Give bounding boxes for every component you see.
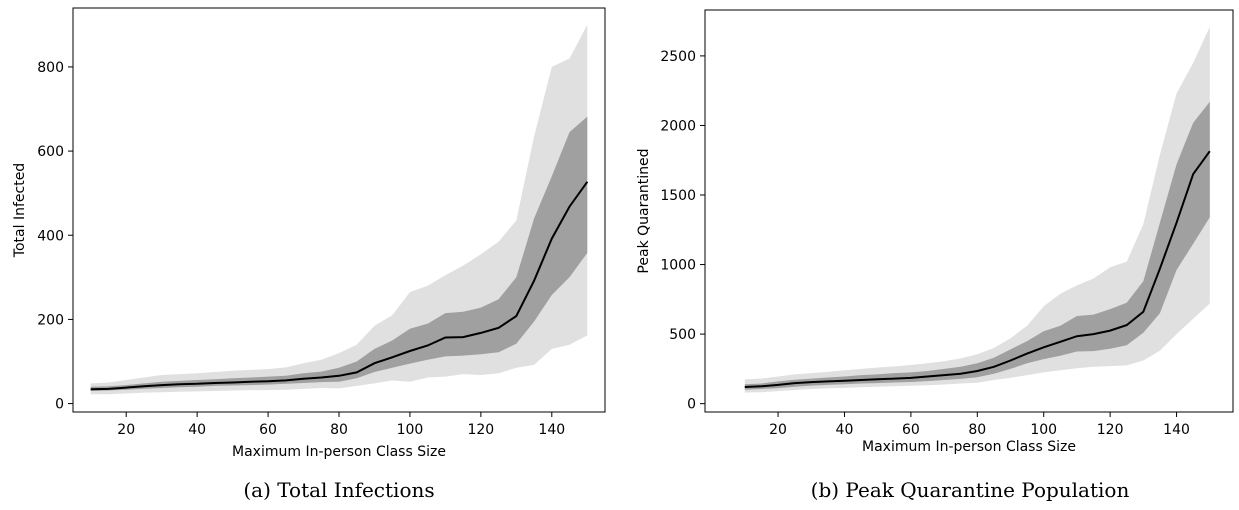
x-axis-label: Maximum In-person Class Size bbox=[232, 444, 446, 460]
plot-area bbox=[90, 24, 589, 395]
median-line bbox=[90, 181, 589, 391]
chart-caption: (b) Peak Quarantine Population bbox=[811, 478, 1130, 502]
y-tick-label: 400 bbox=[37, 228, 64, 244]
x-tick-label: 100 bbox=[397, 422, 424, 438]
y-tick-label: 1000 bbox=[660, 258, 696, 274]
x-tick-label: 140 bbox=[1163, 422, 1190, 438]
x-tick-label: 20 bbox=[769, 422, 787, 438]
x-tick-label: 100 bbox=[1030, 422, 1057, 438]
y-axis-label: Peak Quarantined bbox=[636, 148, 652, 273]
x-axis-label: Maximum In-person Class Size bbox=[862, 439, 1076, 455]
y-tick-label: 2000 bbox=[660, 118, 696, 134]
y-tick-label: 0 bbox=[55, 397, 64, 413]
chart-caption: (a) Total Infections bbox=[243, 478, 434, 502]
plot-area bbox=[744, 26, 1211, 393]
y-tick-label: 0 bbox=[687, 397, 696, 413]
x-tick-label: 120 bbox=[467, 422, 494, 438]
x-tick-label: 140 bbox=[538, 422, 565, 438]
axes-frame bbox=[704, 9, 1234, 413]
y-axis-label: Total Infected bbox=[12, 163, 28, 258]
chart-panel-2: 20 40 60 80 100 120 140 0 500 1000 1500 2000 2500 Max… bbox=[636, 9, 1234, 502]
outer-band bbox=[90, 24, 588, 395]
inner-band bbox=[90, 116, 588, 391]
y-tick-label: 200 bbox=[37, 312, 64, 328]
x-tick-label: 80 bbox=[968, 422, 986, 438]
median-line bbox=[744, 150, 1211, 388]
y-tick-label: 1500 bbox=[660, 188, 696, 204]
x-tick-label: 80 bbox=[330, 422, 348, 438]
x-tick-label: 60 bbox=[902, 422, 920, 438]
x-tick-label: 120 bbox=[1097, 422, 1124, 438]
inner-band bbox=[744, 101, 1210, 390]
outer-band bbox=[744, 26, 1210, 393]
x-tick-label: 40 bbox=[188, 422, 206, 438]
y-tick-label: 500 bbox=[669, 327, 696, 343]
x-tick-label: 60 bbox=[259, 422, 277, 438]
x-tick-label: 20 bbox=[117, 422, 135, 438]
x-tick-label: 40 bbox=[836, 422, 854, 438]
y-tick-label: 800 bbox=[37, 60, 64, 76]
chart-panel-1: 20 40 60 80 100 120 140 0 200 400 600 800 Maximum In… bbox=[12, 7, 606, 502]
y-tick-label: 600 bbox=[37, 144, 64, 160]
y-tick-label: 2500 bbox=[660, 49, 696, 65]
